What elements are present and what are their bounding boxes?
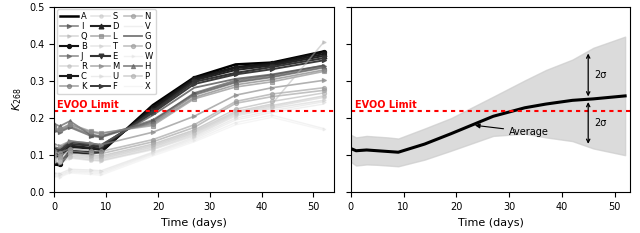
Text: EVOO Limit: EVOO Limit [355, 100, 417, 110]
X-axis label: Time (days): Time (days) [161, 217, 227, 227]
Y-axis label: $K_{268}$: $K_{268}$ [10, 88, 24, 111]
Text: EVOO Limit: EVOO Limit [57, 100, 119, 110]
Text: Average: Average [476, 124, 549, 137]
Text: 2σ: 2σ [595, 118, 607, 128]
Legend: A, I, Q, B, J, R, C, K, S, D, L, T, E, M, U, F, N, V, G, O, W, H, P, X: A, I, Q, B, J, R, C, K, S, D, L, T, E, M… [57, 10, 156, 94]
X-axis label: Time (days): Time (days) [458, 217, 524, 227]
Text: 2σ: 2σ [595, 70, 607, 80]
